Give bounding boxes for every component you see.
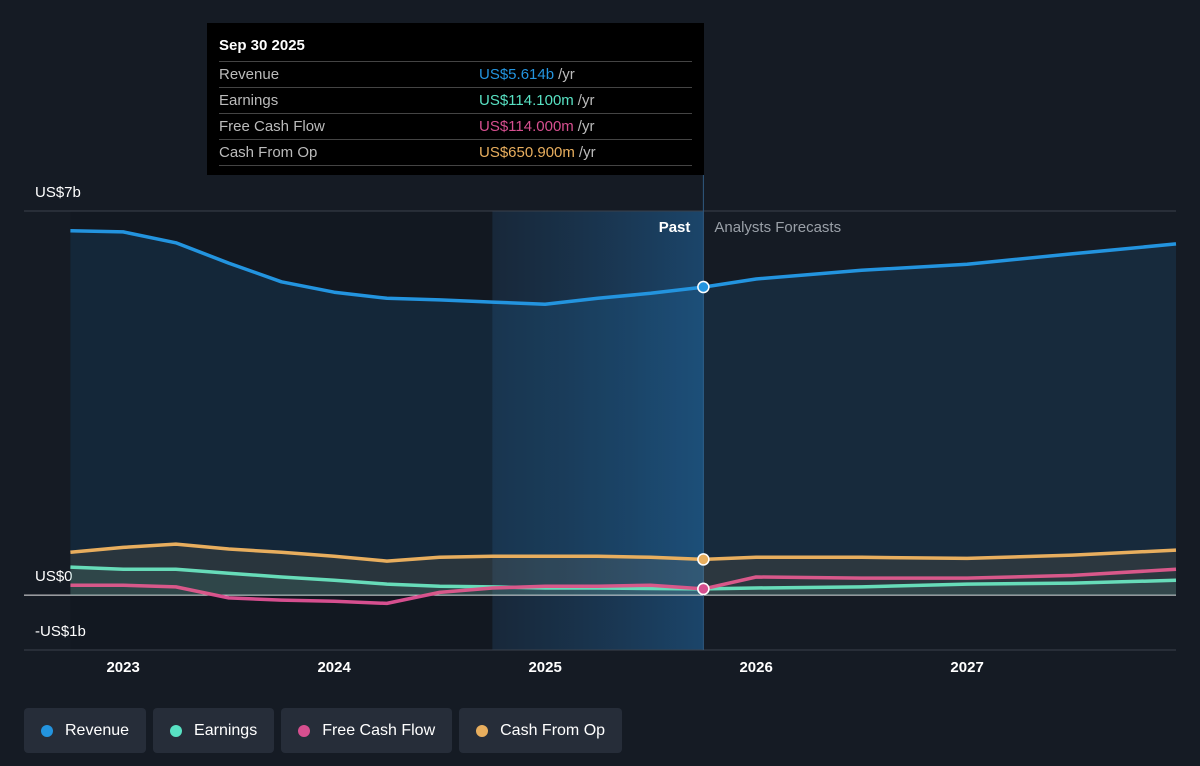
highlight-point: [697, 582, 710, 596]
legend-swatch: [41, 724, 53, 737]
legend-item[interactable]: Revenue: [24, 708, 147, 753]
tooltip-label: Free Cash Flow: [219, 118, 325, 135]
past-label: Past: [659, 219, 691, 236]
tooltip-label: Cash From Op: [219, 144, 318, 161]
tooltip-value: US$5.614b: [479, 66, 555, 83]
tooltip-row: Earnings US$114.100m/yr: [219, 88, 692, 114]
y-tick-label: -US$1b: [35, 623, 86, 640]
legend-swatch: [298, 724, 311, 737]
legend: Revenue Earnings Free Cash Flow Cash From O…: [24, 708, 623, 753]
legend-item[interactable]: Free Cash Flow: [281, 708, 453, 753]
legend-label: Cash From Op: [500, 721, 606, 739]
series-line: [70, 542, 1177, 563]
tooltip-unit: /yr: [577, 92, 595, 109]
tooltip-date: Sep 30 2025: [219, 35, 692, 62]
tooltip-row: Free Cash Flow US$114.000m/yr: [219, 114, 692, 140]
tooltip-value: US$114.000m: [479, 118, 574, 135]
chart: US$7b US$0 -US$1b 2023 2024 2025 2026 2027 Past A…: [24, 175, 1177, 676]
legend-label: Revenue: [65, 721, 130, 739]
highlight-point: [697, 280, 710, 294]
series-area: [70, 567, 1176, 596]
tooltip-value: US$650.900m: [479, 144, 575, 161]
x-tick-label: 2025: [528, 659, 561, 676]
forecast-label: Analysts Forecasts: [714, 219, 841, 236]
legend-swatch: [476, 724, 489, 737]
x-tick-label: 2027: [950, 659, 983, 676]
tooltip-label: Revenue: [219, 66, 280, 83]
legend-label: Earnings: [194, 721, 258, 739]
x-tick-label: 2026: [739, 659, 772, 676]
tooltip-unit: /yr: [558, 66, 575, 83]
tooltip-label: Earnings: [219, 92, 279, 109]
y-tick-label: US$0: [35, 568, 73, 585]
legend-swatch: [170, 724, 183, 737]
tooltip-unit: /yr: [578, 144, 596, 161]
x-tick-label: 2023: [106, 659, 139, 676]
series-line: [70, 567, 1177, 606]
tooltip-value-wrap: US$114.000m/yr: [479, 114, 594, 139]
highlight-point: [697, 553, 710, 566]
tooltip-value-wrap: US$5.614b/yr: [479, 62, 575, 87]
tooltip-row: Cash From Op US$650.900m/yr: [219, 140, 692, 166]
legend-item[interactable]: Earnings: [153, 708, 275, 753]
series-area: [70, 544, 1176, 596]
series-line: [70, 229, 1177, 307]
tooltip-value: US$114.100m: [479, 92, 574, 109]
tooltip: Sep 30 2025 Revenue US$5.614b/yr Earnings U…: [207, 23, 704, 175]
series-area: [70, 230, 1176, 596]
legend-item[interactable]: Cash From Op: [459, 708, 623, 753]
y-tick-label: US$7b: [35, 184, 81, 201]
tooltip-value-wrap: US$114.100m/yr: [479, 88, 594, 113]
x-tick-label: 2024: [317, 659, 351, 676]
legend-label: Free Cash Flow: [322, 721, 436, 739]
past-shade: [492, 211, 704, 650]
tooltip-row: Revenue US$5.614b/yr: [219, 62, 692, 88]
tooltip-value-wrap: US$650.900m/yr: [479, 140, 596, 165]
tooltip-unit: /yr: [577, 118, 595, 135]
